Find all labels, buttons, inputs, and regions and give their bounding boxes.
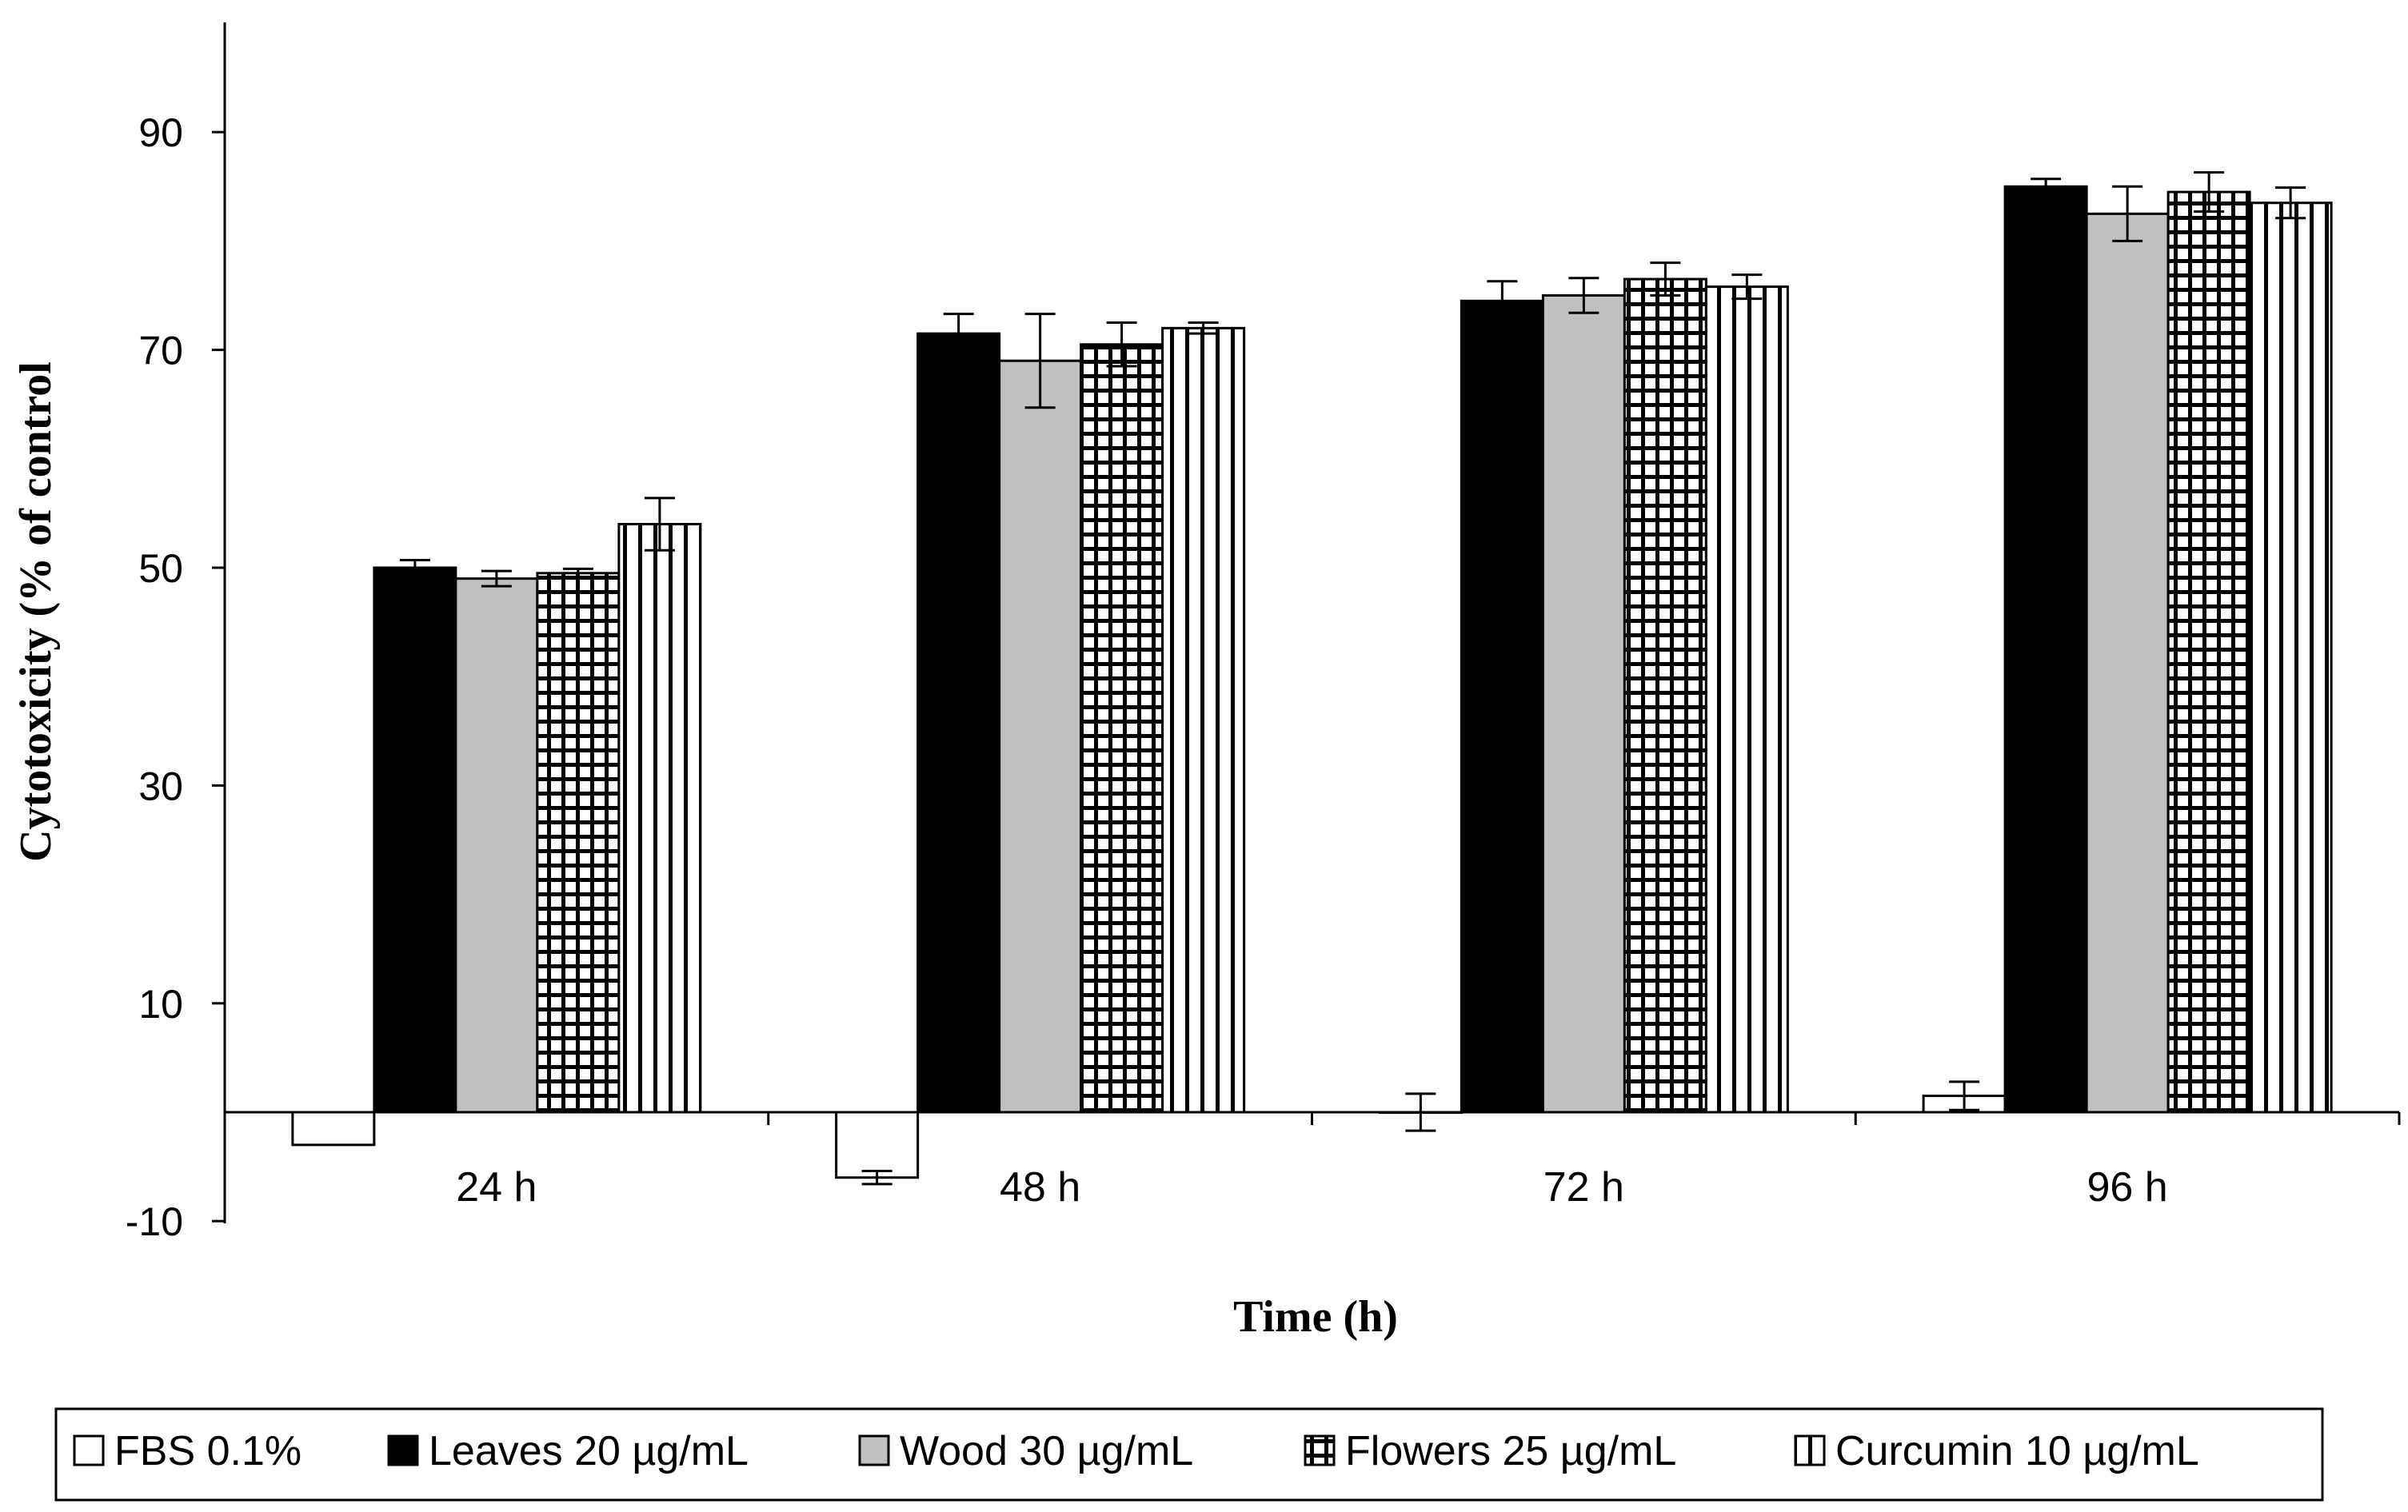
legend-swatch-wood-30-g-ml	[858, 1434, 890, 1466]
y-tick-label-50: 50	[138, 546, 183, 591]
legend-label-flowers-25-g-ml: Flowers 25 µg/mL	[1345, 1428, 1676, 1474]
bar-leaves-20-g-ml-48-h	[916, 332, 1001, 1114]
bar-leaves-20-g-ml-96-h	[2003, 185, 2088, 1114]
bar-leaves-20-g-ml-72-h	[1460, 299, 1544, 1114]
bar-wood-30-g-ml-24-h	[454, 577, 539, 1114]
legend-label-curcumin-10-g-ml: Curcumin 10 µg/mL	[1835, 1428, 2199, 1474]
x-ticks	[767, 1112, 2401, 1125]
legend-swatch-fbs-0-1	[73, 1434, 105, 1466]
y-tick-label-10: -10	[126, 1199, 183, 1244]
bar-leaves-20-g-ml-24-h	[373, 566, 457, 1114]
bars	[291, 185, 2333, 1179]
bar-flowers-25-g-ml-96-h	[2166, 190, 2251, 1114]
bar-flowers-25-g-ml-72-h	[1623, 277, 1707, 1114]
legend-swatch-curcumin-10-g-ml	[1794, 1434, 1826, 1466]
bar-wood-30-g-ml-48-h	[998, 359, 1083, 1114]
y-tick-label-10: 10	[138, 982, 183, 1027]
bar-curcumin-10-g-ml-96-h	[2248, 201, 2333, 1114]
error-bars	[399, 171, 2306, 1186]
bar-curcumin-10-g-ml-72-h	[1704, 285, 1789, 1114]
legend-label-leaves-20-g-ml: Leaves 20 µg/mL	[429, 1428, 749, 1474]
x-category-label-96-h: 96 h	[2087, 1164, 2168, 1211]
y-tick-label-90: 90	[138, 110, 183, 155]
y-ticks: 90 70 50 30 10 -10	[126, 110, 225, 1244]
legend-box	[54, 1407, 2324, 1502]
legend-swatch-leaves-20-g-ml	[387, 1434, 419, 1466]
legend-label-fbs-0-1: FBS 0.1%	[114, 1428, 301, 1474]
bar-curcumin-10-g-ml-24-h	[617, 523, 702, 1114]
legend-swatch-flowers-25-g-ml	[1304, 1434, 1336, 1466]
bar-curcumin-10-g-ml-48-h	[1161, 326, 1246, 1114]
y-tick-label-30: 30	[138, 764, 183, 808]
bar-wood-30-g-ml-72-h	[1541, 294, 1626, 1114]
x-category-label-48-h: 48 h	[1000, 1164, 1080, 1211]
bar-wood-30-g-ml-96-h	[2085, 212, 2170, 1114]
bar-flowers-25-g-ml-24-h	[536, 572, 621, 1114]
category-labels: 24 h 48 h 72 h 96 h	[456, 1164, 2167, 1211]
bar-fbs-0-1-24-h	[291, 1111, 376, 1147]
x-axis-title: Time (h)	[1233, 1292, 1398, 1342]
legend-label-wood-30-g-ml: Wood 30 µg/mL	[900, 1428, 1193, 1474]
y-tick-label-70: 70	[138, 329, 183, 373]
y-axis-title: Cytotoxicity (% of control	[11, 361, 61, 862]
x-category-label-72-h: 72 h	[1543, 1164, 1624, 1211]
bar-fbs-0-1-48-h	[835, 1111, 920, 1179]
bar-flowers-25-g-ml-48-h	[1080, 343, 1164, 1114]
legend: FBS 0.1% Leaves 20 µg/mL Wood 30 µg/mL Flow…	[54, 1407, 2324, 1502]
x-category-label-24-h: 24 h	[456, 1164, 537, 1211]
